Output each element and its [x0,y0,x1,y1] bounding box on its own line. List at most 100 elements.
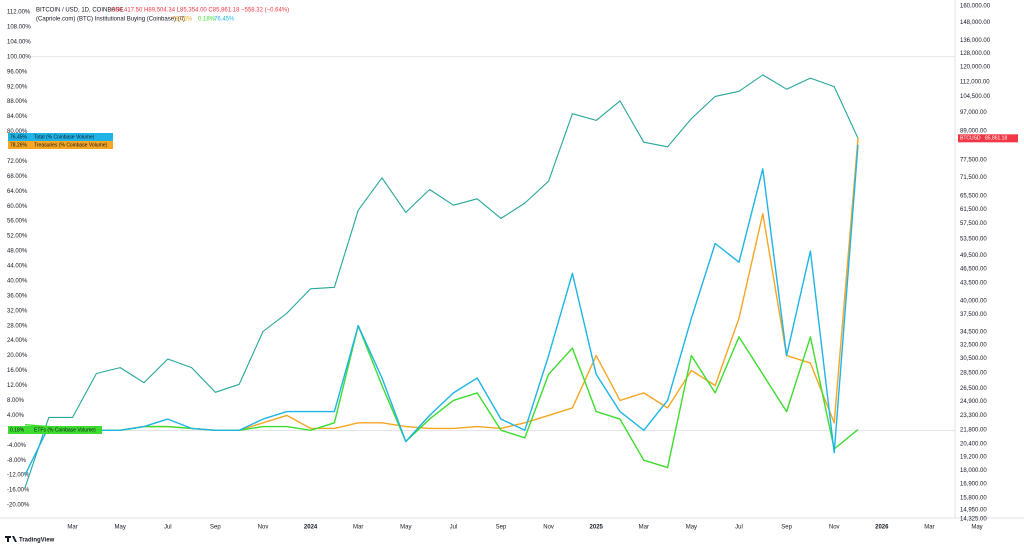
y-tick-label: 12.00% [7,383,28,389]
legend-value: 76.45% [10,134,28,140]
y-tick-label: 44.00% [7,264,28,270]
y2-tick-label: 112,000.00 [960,79,990,85]
y2-tick-label: 49,500.00 [960,253,987,259]
y-tick-label: -12.00% [7,473,30,479]
y2-tick-label: 61,500.00 [960,207,987,213]
y2-tick-label: 28,500.00 [960,370,987,376]
y2-tick-label: 19,200.00 [960,454,987,460]
x-tick-label: Mar [924,525,934,531]
series-line [24,325,859,469]
x-tick-label: Mar [639,525,649,531]
y-tick-label: 4.00% [7,413,25,419]
y2-tick-label: 32,500.00 [960,342,987,348]
x-tick-label: Nov [543,525,554,531]
y-tick-label: -8.00% [7,458,27,464]
y2-tick-label: 46,500.00 [960,266,987,272]
y2-tick-label: 21,800.00 [960,427,987,433]
y-tick-label: 36.00% [7,293,28,299]
y2-tick-label: 34,500.00 [960,330,987,336]
x-tick-label: Jul [735,525,743,531]
legend-entry: 0.18% ETFs (% Coinbase Volume) [8,426,102,434]
y-tick-label: 48.00% [7,249,28,255]
legend-entry: 78.26% Treasuries (% Coinbase Volume) [8,141,113,149]
y-tick-label: 32.00% [7,308,28,314]
legend-entry: 76.45% Total (% Coinbase Volume) [8,133,113,141]
y-tick-label: 56.00% [7,219,28,225]
y2-tick-label: 128,000.00 [960,51,991,57]
indicator-title: (Capriole.com) (BTC) Institutional Buyin… [36,17,185,23]
ohlc: O86,417.50 H89,504.34 L85,354.00 C85,861… [111,8,289,14]
y2-tick-label: 65,500.00 [960,193,987,199]
footer: TradingView [19,538,55,544]
y2-tick-label: 77,500.00 [960,158,987,164]
y2-tick-label: 14,325.00 [960,517,987,523]
y2-tick-label: 15,800.00 [960,496,987,502]
y-tick-label: -16.00% [7,488,30,494]
x-tick-label: May [971,525,982,531]
y2-tick-label: 24,900.00 [960,399,987,405]
y-tick-label: -20.00% [7,503,30,509]
x-tick-label: May [115,525,126,531]
y2-tick-label: 89,000.00 [960,128,987,134]
x-tick-label: May [686,525,697,531]
y2-tick-label: 26,500.00 [960,386,987,392]
x-tick-label: Sep [781,525,792,531]
y2-tick-label: 16,900.00 [960,481,987,487]
y2-tick-label: 23,300.00 [960,413,987,419]
x-tick-label: May [400,525,411,531]
y2-tick-label: 20,400.00 [960,441,987,447]
y-tick-label: 64.00% [7,189,28,195]
y-tick-label: 20.00% [7,353,28,359]
y2-tick-label: 71,500.00 [960,175,987,181]
y-tick-label: 24.00% [7,338,28,344]
y-tick-label: 96.00% [7,69,28,75]
x-tick-label: Mar [67,525,77,531]
legend-name: Treasuries (% Coinbase Volume) [34,142,108,148]
y2-tick-label: 53,500.00 [960,236,987,242]
x-tick-label: Jul [164,525,172,531]
y2-tick-label: 136,000.00 [960,38,991,44]
y-tick-label: 28.00% [7,323,28,329]
y2-tick-label: 18,000.00 [960,468,987,474]
x-tick-label: Nov [258,525,269,531]
y-tick-label: 112.00% [7,10,31,16]
x-tick-label: Nov [829,525,840,531]
x-tick-label: Jul [450,525,458,531]
y-tick-label: 68.00% [7,174,28,180]
y2-tick-label: 97,000.00 [960,110,987,116]
header-value: 76.45% [214,17,235,23]
series-line [24,74,859,488]
y-tick-label: 8.00% [7,398,25,404]
series-line [24,144,859,476]
legend-name: Total (% Coinbase Volume) [34,134,95,140]
y-tick-label: 100.00% [7,54,31,60]
y-tick-label: 104.00% [7,39,31,45]
legend-tag [8,426,102,434]
x-tick-label: Sep [496,525,507,531]
y-tick-label: 52.00% [7,234,28,240]
y-tick-label: 40.00% [7,278,28,284]
x-tick-label: Sep [210,525,221,531]
legend-value: 0.18% [10,427,25,433]
y2-tick-label: 37,500.00 [960,312,987,318]
x-tick-label: 2025 [590,525,604,531]
legend-tag [8,141,113,149]
y2-tick-label: 14,950.00 [960,507,987,513]
x-tick-label: 2024 [304,525,318,531]
y2-tick-label: 104,500.00 [960,94,991,100]
price-tag [958,134,1018,143]
y-tick-label: 60.00% [7,204,28,210]
y-tick-label: 108.00% [7,24,31,30]
header-value: 78.26% [172,17,193,23]
legend-tag [8,133,113,141]
header-value: 0.18% [198,17,216,23]
legend-value: 78.26% [10,142,28,148]
legend-name: ETFs (% Coinbase Volume) [34,427,96,433]
chart-title: BITCOIN / USD, 1D, COINBASE [36,8,123,14]
y-tick-label: 92.00% [7,84,28,90]
y2-tick-label: 57,500.00 [960,221,987,227]
y2-tick-label: 30,500.00 [960,356,987,362]
